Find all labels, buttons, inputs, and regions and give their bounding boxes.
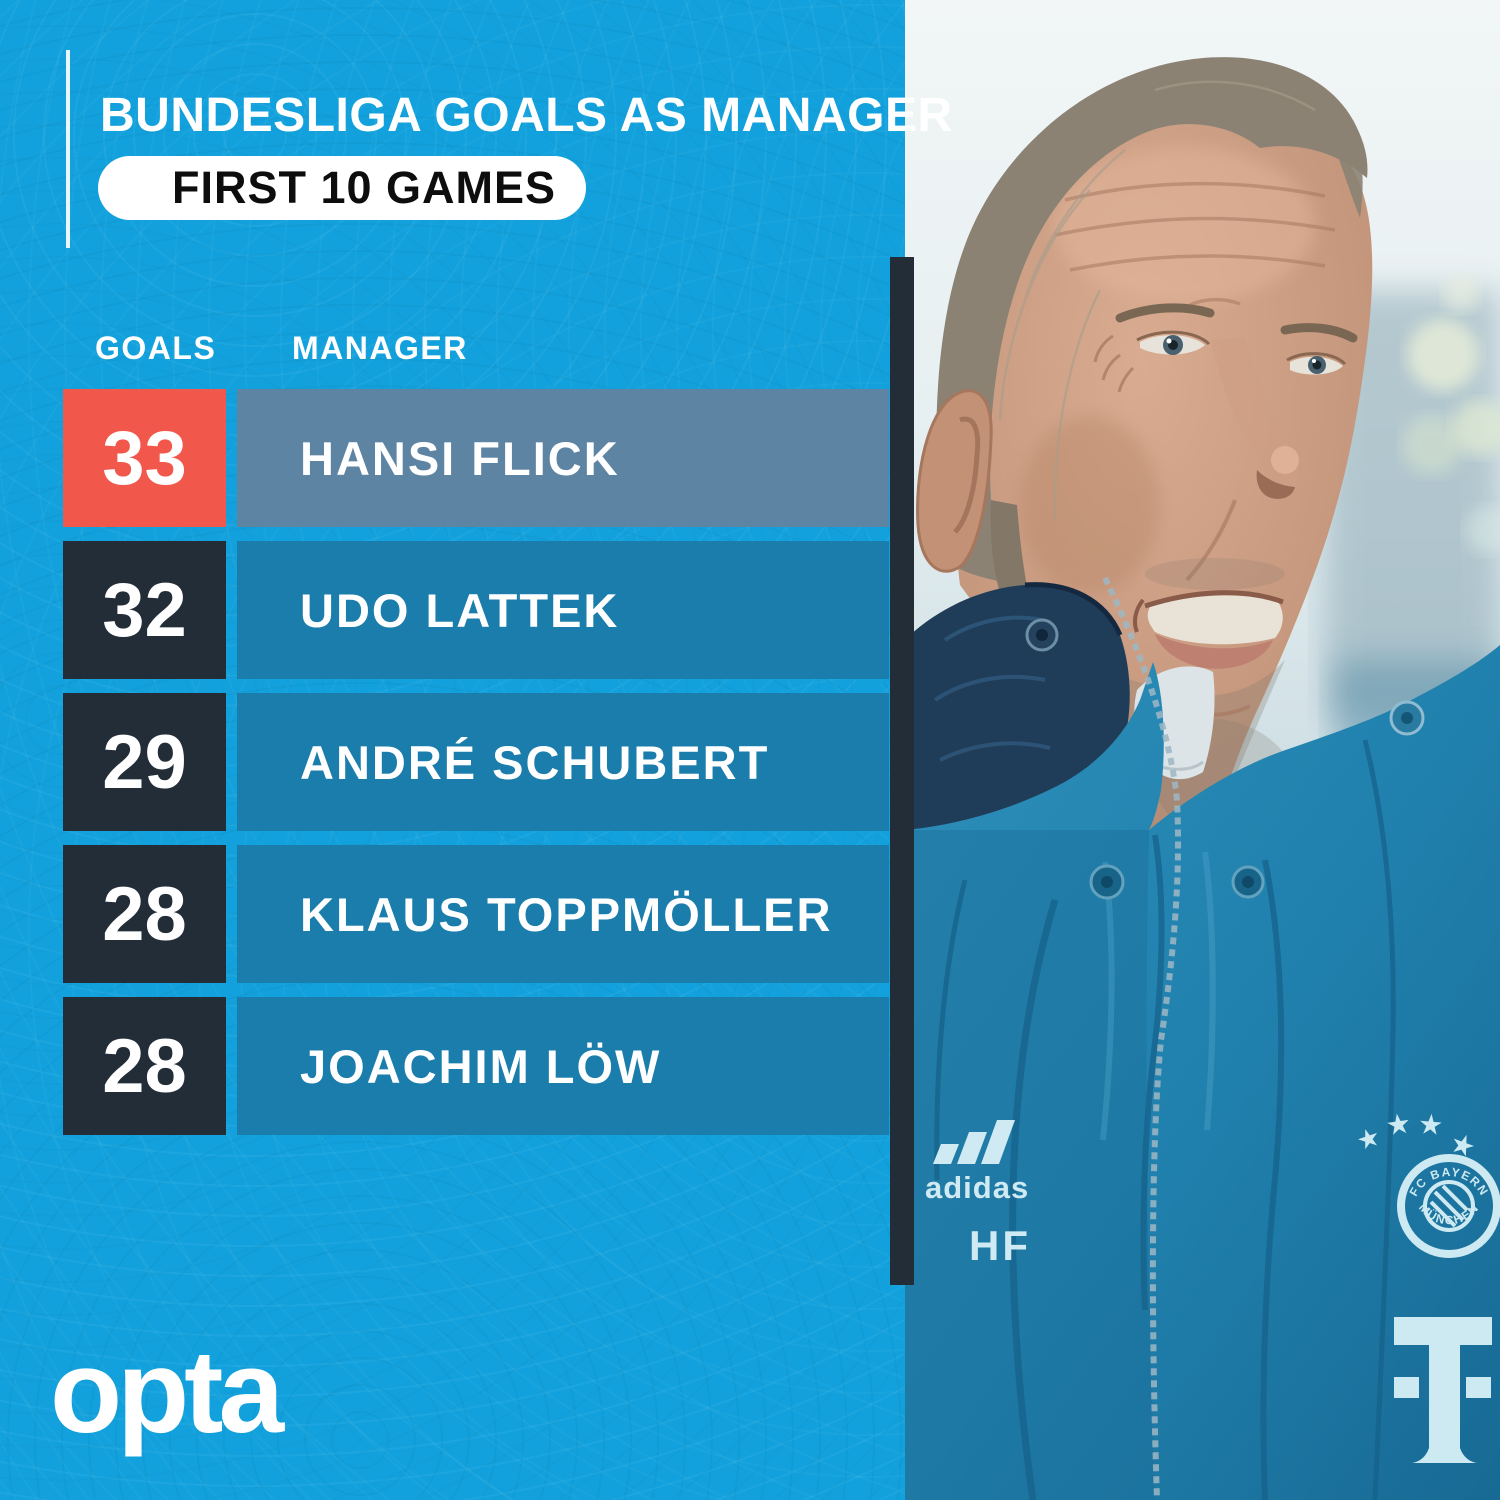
crows-feet — [1093, 334, 1135, 393]
table-row: 28 JOACHIM LÖW — [63, 997, 889, 1135]
page-title: BUNDESLIGA GOALS AS MANAGER — [100, 89, 953, 142]
subtitle-pill-label: FIRST 10 GAMES — [172, 162, 557, 213]
hair-texture — [998, 80, 1316, 521]
adidas-stripe-2 — [957, 1132, 987, 1164]
mouth — [1133, 590, 1284, 669]
manager-bar: ANDRÉ SCHUBERT — [237, 693, 889, 831]
svg-text:★: ★ — [1384, 1107, 1413, 1141]
panel-shadow-strip — [890, 257, 914, 1285]
zipper — [1102, 576, 1182, 1500]
svg-text:★: ★ — [1417, 1108, 1445, 1141]
manager-bar: JOACHIM LÖW — [237, 997, 889, 1135]
column-header-goals: GOALS — [95, 330, 217, 366]
forehead-wrinkles — [1054, 181, 1336, 307]
goals-value: 33 — [63, 389, 226, 527]
title-accent-line — [66, 50, 70, 248]
adidas-stripe-3 — [981, 1120, 1015, 1164]
eyebrows — [1115, 303, 1358, 343]
goals-value: 32 — [63, 541, 226, 679]
telekom-logo — [1394, 1317, 1492, 1463]
jacket: adidas HF FC BAYERN MÜN — [905, 576, 1500, 1500]
goals-value: 28 — [63, 997, 226, 1135]
goals-value: 29 — [63, 693, 226, 831]
ear — [916, 389, 993, 573]
adidas-wordmark: adidas — [925, 1170, 1029, 1205]
adidas-logo: adidas HF — [925, 1120, 1031, 1269]
hair — [936, 57, 1368, 583]
eyes — [1136, 330, 1347, 375]
column-header-manager: MANAGER — [292, 330, 468, 366]
jacket-body — [905, 645, 1500, 1500]
goals-value: 28 — [63, 845, 226, 983]
jacket-collar — [905, 584, 1130, 840]
manager-bar: HANSI FLICK — [237, 389, 889, 527]
subtitle-pill: FIRST 10 GAMES — [98, 156, 586, 220]
opta-logo: opta — [50, 1326, 284, 1458]
table-row: 28 KLAUS TOPPMÖLLER — [63, 845, 889, 983]
table-row: 29 ANDRÉ SCHUBERT — [63, 693, 889, 831]
table-row: 33 HANSI FLICK — [63, 389, 889, 527]
jacket-folds — [934, 739, 1396, 1500]
adidas-stripe-1 — [933, 1144, 959, 1164]
manager-bar: KLAUS TOPPMÖLLER — [237, 845, 889, 983]
jacket-initials-hf: HF — [969, 1222, 1031, 1269]
portrait-illustration: adidas HF FC BAYERN MÜN — [905, 0, 1500, 1500]
table-row: 32 UDO LATTEK — [63, 541, 889, 679]
manager-bar: UDO LATTEK — [237, 541, 889, 679]
photo-hansi-flick: adidas HF FC BAYERN MÜN — [905, 0, 1500, 1500]
snap-buttons — [1025, 618, 1425, 900]
